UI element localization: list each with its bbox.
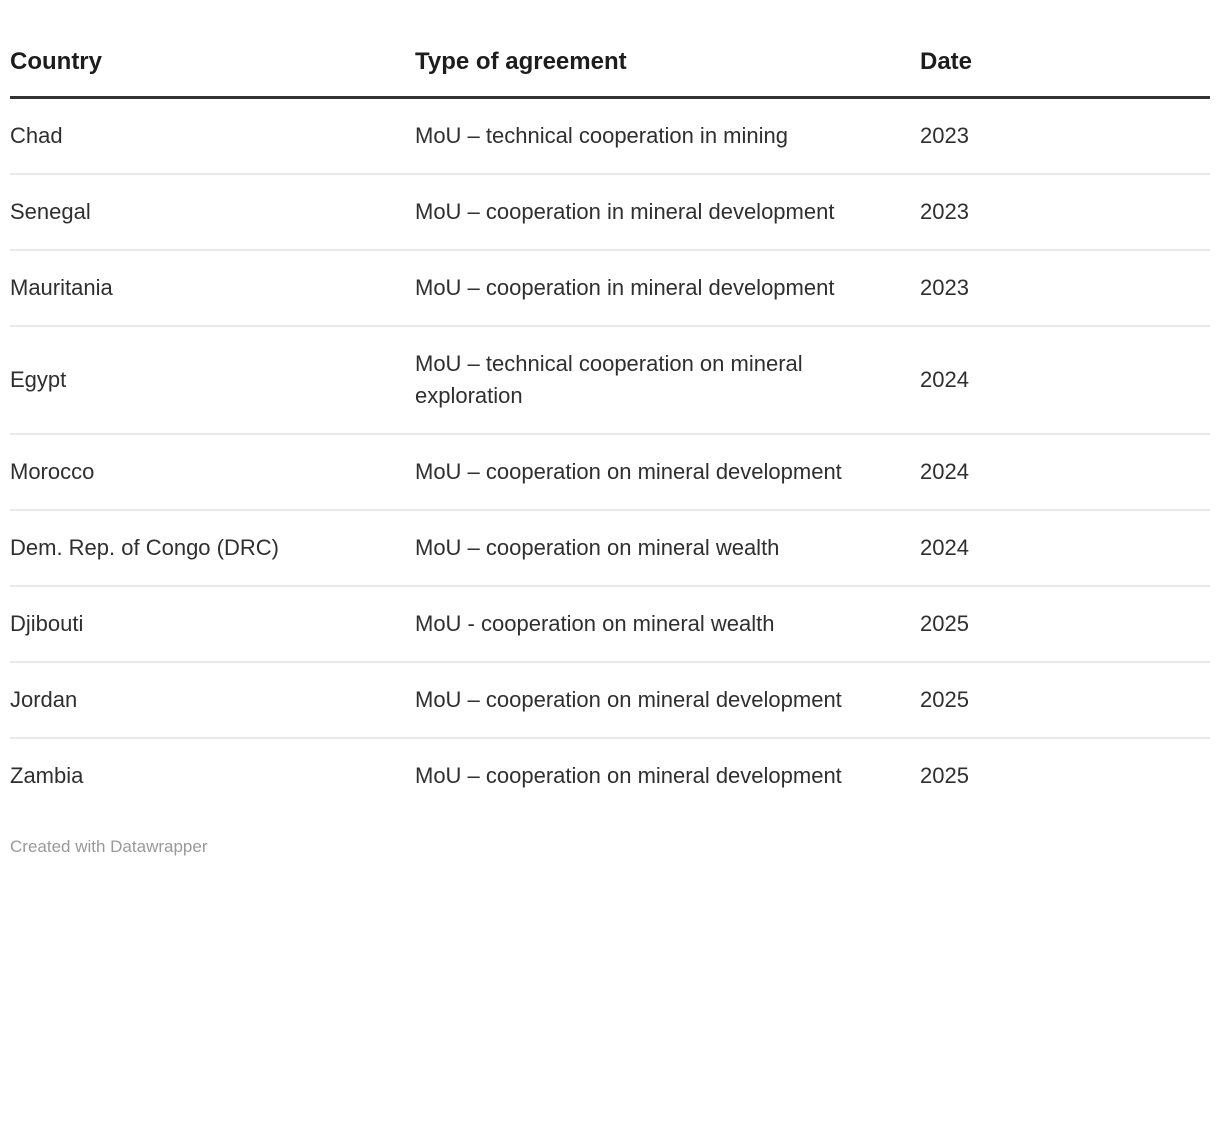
cell-country: Egypt <box>10 326 415 435</box>
agreement-text: MoU – technical cooperation in mining <box>415 123 788 148</box>
cell-country: Chad <box>10 97 415 175</box>
attribution: Created with Datawrapper <box>10 835 1210 859</box>
cell-date: 2025 <box>920 763 969 788</box>
cell-agreement: MoU – cooperation in mineral development <box>415 250 920 327</box>
cell-agreement: MoU – cooperation on mineral wealth <box>415 510 920 587</box>
table-row: Jordan MoU – cooperation on mineral deve… <box>10 662 1210 739</box>
column-header-date: Date <box>920 36 1210 99</box>
cell-agreement: MoU – cooperation in mineral development <box>415 174 920 251</box>
cell-date: 2024 <box>920 510 1210 587</box>
cell-country: Mauritania <box>10 250 415 327</box>
cell-date: 2023 <box>920 97 1210 175</box>
table-row: Dem. Rep. of Congo (DRC) MoU – cooperati… <box>10 510 1210 587</box>
agreement-text: MoU - cooperation on mineral wealth <box>415 611 775 636</box>
table-row: Morocco MoU – cooperation on mineral dev… <box>10 434 1210 511</box>
agreement-text: MoU – cooperation on mineral development <box>415 459 842 484</box>
cell-agreement: MoU – cooperation on mineral development <box>415 738 920 813</box>
agreement-text: MoU – technical cooperation on mineral e… <box>415 351 803 408</box>
cell-country: Zambia <box>10 763 84 788</box>
agreement-text: MoU – cooperation on mineral wealth <box>415 535 780 560</box>
table-row: Senegal MoU – cooperation in mineral dev… <box>10 174 1210 251</box>
cell-date: 2025 <box>920 662 1210 739</box>
cell-date: 2025 <box>920 586 1210 663</box>
cell-agreement: MoU – cooperation on mineral development <box>415 662 920 739</box>
column-header-country: Country <box>10 36 415 99</box>
table-row: Chad MoU – technical cooperation in mini… <box>10 97 1210 175</box>
cell-agreement: MoU - cooperation on mineral wealth <box>415 586 920 663</box>
table-row: Mauritania MoU – cooperation in mineral … <box>10 250 1210 327</box>
agreement-text: MoU – cooperation in mineral development <box>415 275 835 300</box>
agreement-text: MoU – cooperation in mineral development <box>415 199 835 224</box>
agreements-table: Country Type of agreement Date Chad MoU … <box>10 36 1210 813</box>
cell-country: Djibouti <box>10 586 415 663</box>
table-header-row: Country Type of agreement Date <box>10 36 1210 99</box>
cell-country: Dem. Rep. of Congo (DRC) <box>10 510 415 587</box>
cell-agreement: MoU – cooperation on mineral development <box>415 434 920 511</box>
agreement-text: MoU – cooperation on mineral development <box>415 687 842 712</box>
cell-agreement: MoU – technical cooperation in mining <box>415 97 920 175</box>
table-row: Zambia MoU – cooperation on mineral deve… <box>10 738 1210 813</box>
cell-date: 2023 <box>920 174 1210 251</box>
table-row: Egypt MoU – technical cooperation on min… <box>10 326 1210 435</box>
cell-agreement: MoU – technical cooperation on mineral e… <box>415 326 920 435</box>
table-row: Djibouti MoU - cooperation on mineral we… <box>10 586 1210 663</box>
cell-country: Jordan <box>10 662 415 739</box>
cell-date: 2023 <box>920 250 1210 327</box>
cell-country: Morocco <box>10 434 415 511</box>
agreement-text: MoU – cooperation on mineral development <box>415 763 842 788</box>
column-header-agreement: Type of agreement <box>415 36 920 99</box>
cell-date: 2024 <box>920 326 1210 435</box>
cell-country: Senegal <box>10 174 415 251</box>
datawrapper-attribution-link[interactable]: Created with Datawrapper <box>10 837 208 856</box>
cell-date: 2024 <box>920 434 1210 511</box>
